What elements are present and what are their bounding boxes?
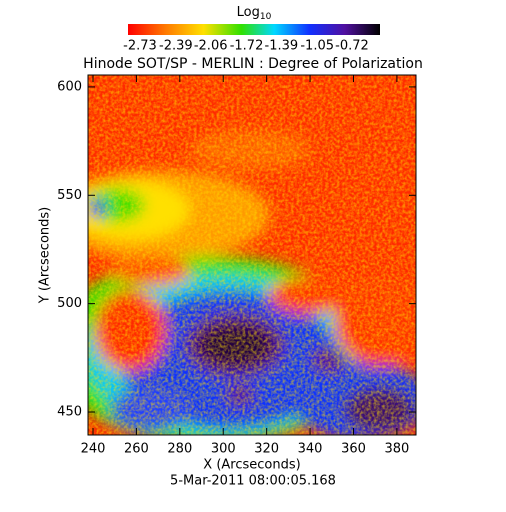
x-axis-label: X (Arcseconds) (203, 458, 300, 473)
x-tick-label: 340 (298, 442, 323, 457)
x-tick-label: 260 (124, 442, 149, 457)
y-tick-label: 450 (57, 405, 82, 420)
x-tick-label: 360 (341, 442, 366, 457)
colorbar-tick-label: -2.39 (159, 39, 193, 54)
heatmap (88, 75, 416, 435)
colorbar-tick-label: -2.73 (123, 39, 157, 54)
x-tick-label: 300 (211, 442, 236, 457)
colorbar-label: Log10 (237, 5, 272, 22)
x-tick-label: 280 (167, 442, 192, 457)
y-tick-label: 500 (57, 296, 82, 311)
colorbar-tick-label: -1.05 (300, 39, 334, 54)
x-tick-label: 380 (384, 442, 409, 457)
colorbar (128, 24, 380, 35)
colorbar-tick-label: -2.06 (194, 39, 228, 54)
y-tick-label: 600 (57, 79, 82, 94)
x-tick-label: 320 (254, 442, 279, 457)
y-tick-label: 550 (57, 188, 82, 203)
plot-frame (87, 74, 417, 436)
colorbar-tick-label: -1.39 (265, 39, 299, 54)
footnote: 5-Mar-2011 08:00:05.168 (170, 474, 336, 489)
x-tick-label: 240 (81, 442, 106, 457)
chart-title: Hinode SOT/SP - MERLIN : Degree of Polar… (83, 56, 423, 72)
colorbar-tick-label: -1.72 (230, 39, 264, 54)
y-axis-label: Y (Arcseconds) (38, 207, 53, 304)
colorbar-tick-label: -0.72 (335, 39, 369, 54)
